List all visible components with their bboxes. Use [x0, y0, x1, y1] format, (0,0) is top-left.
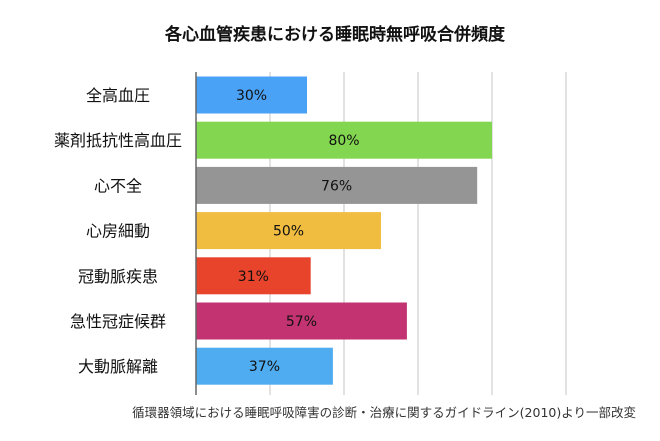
data-label: 31% — [238, 269, 269, 285]
data-label: 37% — [249, 359, 280, 375]
bar — [196, 76, 307, 114]
data-label: 80% — [328, 133, 359, 149]
data-label: 50% — [273, 224, 304, 240]
bar — [196, 347, 333, 385]
data-label: 57% — [286, 314, 317, 330]
source-note: 循環器領域における睡眠呼吸障害の診断・治療に関するガイドライン(2010)より一… — [132, 405, 636, 420]
category-label: 冠動脈疾患 — [78, 267, 158, 286]
category-label: 大動脈解離 — [78, 357, 158, 376]
chart-title: 各心血管疾患における睡眠時無呼吸合併頻度 — [165, 25, 505, 45]
category-label: 薬剤抵抗性高血圧 — [54, 131, 182, 150]
bar — [196, 121, 492, 159]
bar — [196, 212, 381, 250]
category-label: 心不全 — [94, 176, 142, 195]
category-label: 心房細動 — [86, 222, 150, 241]
bar — [196, 166, 478, 204]
bar — [196, 257, 311, 295]
data-label: 30% — [236, 88, 267, 104]
category-label: 急性冠症候群 — [70, 312, 166, 331]
data-label: 76% — [321, 178, 352, 194]
bar — [196, 302, 407, 340]
category-label: 全高血圧 — [86, 86, 150, 105]
